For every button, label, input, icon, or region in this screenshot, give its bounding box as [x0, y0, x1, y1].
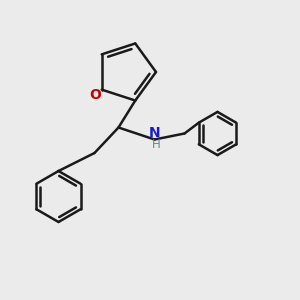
Text: H: H	[152, 138, 160, 152]
Text: N: N	[149, 126, 160, 140]
Text: O: O	[89, 88, 101, 102]
